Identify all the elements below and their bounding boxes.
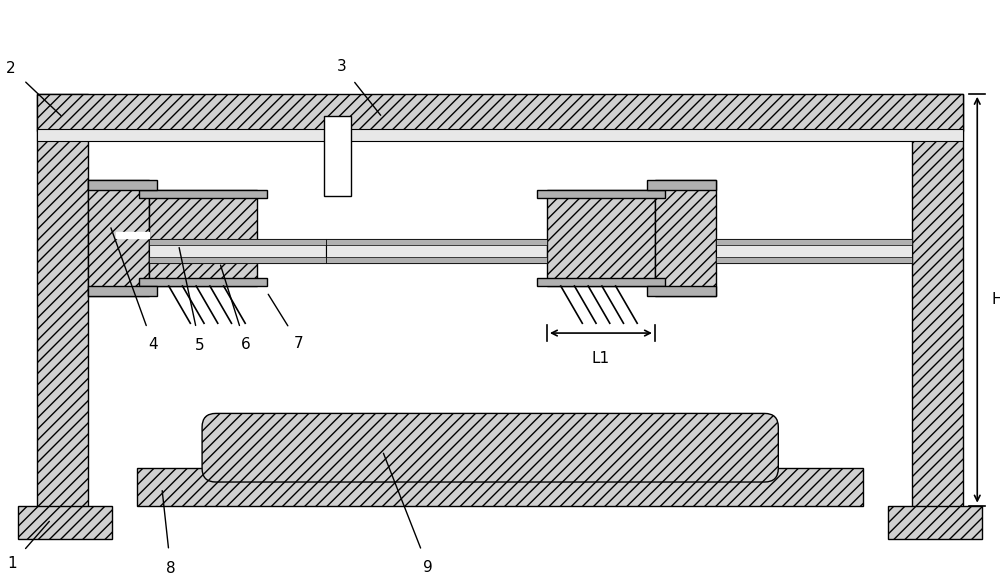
Text: 2: 2 [6, 61, 16, 76]
Bar [88, 180, 157, 190]
Bar [647, 286, 716, 296]
Bar [149, 190, 257, 286]
Bar [37, 94, 88, 507]
Bar [716, 239, 912, 262]
Bar [326, 239, 547, 262]
FancyBboxPatch shape [202, 413, 778, 482]
Text: 6: 6 [241, 338, 250, 352]
Bar [88, 180, 149, 296]
Bar [139, 190, 267, 198]
Text: H1: H1 [992, 292, 1000, 307]
Bar [37, 94, 963, 131]
Bar [326, 239, 547, 245]
Bar [149, 239, 326, 245]
Bar [912, 94, 963, 507]
Text: L1: L1 [592, 351, 610, 366]
Bar [547, 190, 655, 286]
Bar [655, 180, 716, 296]
Text: 9: 9 [423, 560, 433, 574]
Bar [647, 180, 716, 190]
Bar [18, 506, 112, 539]
Bar [537, 278, 665, 286]
Bar [149, 239, 326, 262]
Bar [137, 468, 863, 506]
Text: 3: 3 [337, 59, 347, 74]
Text: 1: 1 [7, 556, 17, 571]
Text: 7: 7 [294, 336, 303, 351]
Bar [139, 278, 267, 286]
Bar [888, 506, 982, 539]
Text: 8: 8 [166, 561, 175, 574]
Bar [149, 257, 326, 262]
Bar [37, 129, 963, 141]
Bar [716, 239, 912, 245]
Bar [324, 115, 351, 196]
Bar [537, 190, 665, 198]
Bar [116, 232, 149, 238]
Bar [716, 257, 912, 262]
Text: 5: 5 [195, 338, 205, 353]
Bar [88, 286, 157, 296]
Text: 4: 4 [148, 338, 158, 352]
Bar [326, 257, 547, 262]
